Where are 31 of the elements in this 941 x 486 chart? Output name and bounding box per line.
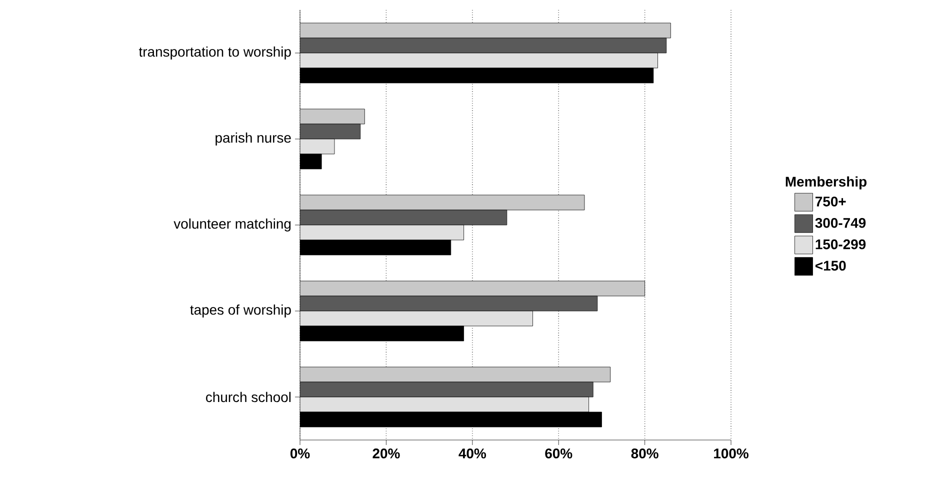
bar bbox=[300, 366, 611, 382]
legend-label: 750+ bbox=[816, 196, 846, 206]
x-tick-label: 60% bbox=[545, 448, 572, 458]
x-tick-label: 0% bbox=[290, 448, 310, 458]
x-tick-label: 20% bbox=[372, 448, 400, 458]
x-tick-label: 100% bbox=[714, 448, 748, 458]
bar bbox=[300, 138, 335, 154]
legend-label: <150 bbox=[816, 260, 846, 271]
bar bbox=[300, 108, 365, 124]
y-tick-label: church school bbox=[206, 392, 291, 402]
bar bbox=[300, 124, 361, 140]
bar bbox=[300, 296, 598, 312]
y-tick-label: transportation to worship bbox=[138, 46, 291, 60]
legend-label: 300-749 bbox=[815, 218, 866, 228]
bar bbox=[300, 210, 508, 226]
bar bbox=[300, 382, 594, 398]
bar bbox=[300, 224, 464, 240]
y-tick-label: tapes of worship bbox=[190, 304, 291, 318]
legend-label: 150-299 bbox=[816, 239, 866, 250]
bar bbox=[300, 194, 585, 210]
x-tick-label: 80% bbox=[631, 448, 658, 458]
legend-title: Membership bbox=[786, 176, 867, 190]
bar bbox=[300, 52, 658, 68]
bar bbox=[300, 396, 589, 412]
bar bbox=[300, 22, 671, 38]
bar bbox=[300, 38, 667, 54]
y-tick-label: volunteer matching bbox=[174, 218, 291, 232]
x-tick-label: 40% bbox=[458, 448, 486, 458]
y-tick-label: parish nurse bbox=[216, 132, 291, 146]
bar bbox=[300, 310, 533, 326]
bar bbox=[300, 280, 646, 296]
